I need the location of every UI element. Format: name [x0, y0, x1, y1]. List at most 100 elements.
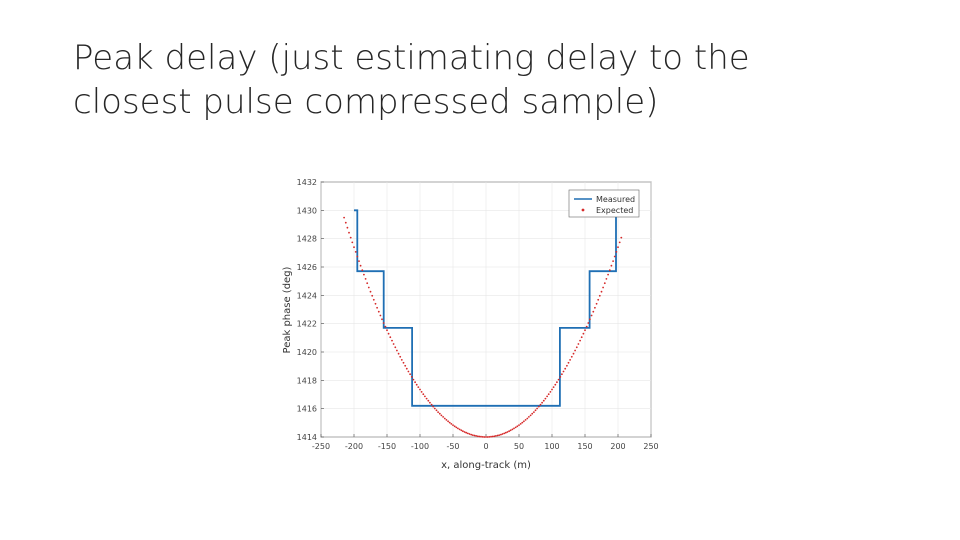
expected-point	[496, 434, 499, 437]
expected-point	[580, 336, 583, 339]
expected-point	[453, 425, 456, 428]
expected-point	[600, 290, 603, 293]
expected-point	[595, 302, 598, 305]
expected-point	[516, 425, 519, 428]
expected-point	[399, 355, 402, 358]
expected-point	[382, 322, 385, 324]
expected-point	[528, 416, 530, 418]
expected-point	[561, 373, 563, 376]
expected-point	[353, 246, 355, 249]
expected-point	[569, 359, 571, 361]
expected-point	[557, 378, 560, 381]
expected-point	[579, 339, 581, 342]
expected-point	[531, 412, 534, 415]
expected-point	[500, 433, 502, 436]
expected-point	[480, 435, 482, 438]
expected-point	[442, 416, 444, 418]
expected-point	[468, 433, 471, 435]
expected-point	[427, 399, 430, 402]
expected-point	[344, 221, 347, 224]
expected-point	[415, 383, 418, 386]
expected-point	[450, 423, 453, 425]
expected-point	[612, 260, 614, 262]
expected-point	[463, 431, 466, 433]
expected-point	[430, 403, 433, 406]
expected-point	[577, 343, 580, 345]
expected-point	[585, 325, 588, 328]
expected-point	[594, 306, 596, 309]
expected-point	[424, 395, 426, 398]
expected-point	[433, 407, 436, 410]
x-tick-label: 100	[544, 442, 559, 451]
expected-point	[466, 432, 469, 435]
y-tick-label: 1426	[297, 263, 317, 272]
expected-point	[475, 435, 477, 437]
y-tick-label: 1430	[297, 206, 317, 215]
x-tick-label: -150	[378, 442, 396, 451]
expected-point	[546, 395, 548, 398]
expected-point	[597, 298, 600, 301]
expected-point	[547, 393, 550, 396]
expected-point	[620, 236, 623, 239]
tick-labels: -250 -200 -150 -100 -50 0 50 100 150 200 250 1414 14…	[297, 178, 659, 451]
expected-point	[457, 427, 459, 430]
expected-point	[438, 412, 441, 415]
expected-point	[386, 329, 388, 332]
expected-point	[607, 273, 609, 276]
expected-point	[371, 294, 374, 297]
x-tick-label: 0	[483, 442, 488, 451]
expected-point	[448, 421, 451, 424]
x-tick-label: -200	[345, 442, 363, 451]
expected-point	[539, 403, 542, 406]
expected-point	[603, 282, 606, 285]
slide-title: Peak delay (just estimating delay to the…	[73, 36, 893, 124]
expected-point	[407, 370, 410, 373]
expected-point	[605, 278, 608, 280]
expected-point	[533, 411, 535, 413]
expected-point	[504, 431, 507, 434]
expected-point	[610, 264, 613, 267]
x-tick-label: -100	[411, 442, 429, 451]
y-tick-label: 1428	[297, 235, 317, 244]
y-tick-label: 1418	[297, 376, 317, 385]
expected-point	[602, 286, 604, 289]
expected-point	[549, 391, 552, 393]
expected-point	[526, 417, 529, 420]
expected-point	[473, 434, 476, 437]
expected-point	[402, 361, 405, 364]
legend-expected-marker	[581, 208, 585, 212]
peak-delay-chart: -250 -200 -150 -100 -50 0 50 100 150 200 250 1414 14…	[282, 178, 659, 471]
expected-point	[584, 329, 586, 332]
expected-point	[435, 409, 438, 412]
expected-point	[400, 359, 403, 361]
legend-box	[568, 189, 640, 218]
y-tick-label: 1420	[297, 348, 317, 357]
x-tick-label: 150	[577, 442, 592, 451]
expected-point	[465, 431, 468, 434]
expected-point	[556, 381, 558, 384]
expected-point	[364, 278, 367, 280]
expected-point	[346, 226, 349, 229]
expected-point	[417, 386, 420, 388]
expected-point	[536, 407, 538, 410]
y-axis-label: Peak phase (deg)	[282, 266, 293, 353]
slide-title-line-1: Peak delay (just estimating delay to the	[73, 38, 750, 78]
expected-point	[564, 367, 567, 370]
expected-point	[389, 336, 392, 339]
expected-point	[412, 378, 415, 381]
expected-point	[537, 405, 540, 408]
expected-point	[498, 434, 501, 436]
slide-title-line-2: closest pulse compressed sample)	[73, 82, 659, 122]
expected-point	[349, 236, 352, 239]
expected-point	[437, 411, 439, 413]
expected-point	[534, 409, 537, 412]
expected-point	[589, 318, 591, 321]
expected-point	[521, 421, 524, 424]
expected-point	[432, 405, 435, 408]
expected-point	[440, 414, 443, 417]
expected-point	[495, 435, 497, 437]
expected-point	[366, 282, 369, 285]
expected-point	[587, 322, 590, 324]
expected-point	[613, 255, 616, 258]
expected-point	[590, 314, 593, 317]
